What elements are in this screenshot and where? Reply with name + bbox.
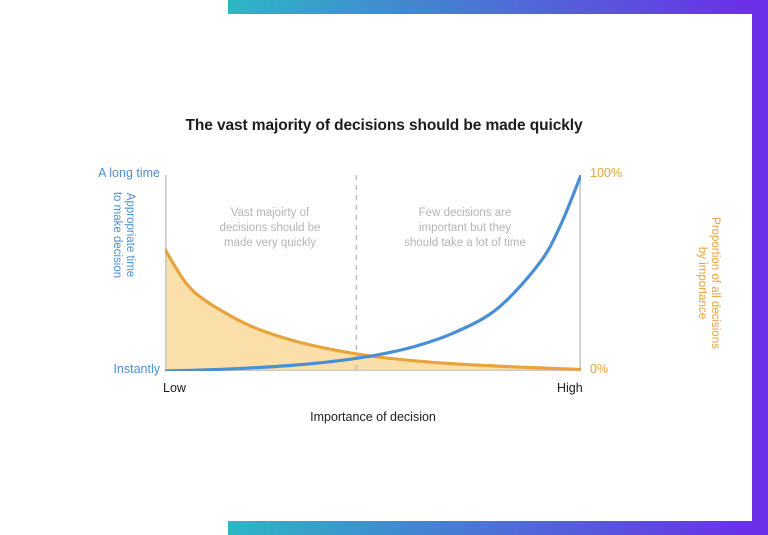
decorative-bar-bottom [228, 521, 752, 535]
right-annotation-line-2: important but they [418, 222, 512, 234]
decorative-edge-right [752, 0, 768, 535]
chart-svg [165, 175, 581, 371]
plot-area [165, 175, 581, 371]
x-tick-label-low: Low [163, 381, 186, 395]
right-axis-title-line-2: by importance [695, 246, 708, 320]
right-axis-bottom-tick-label: 0% [590, 362, 609, 376]
left-axis-bottom-tick-label: Instantly [113, 362, 160, 376]
left-annotation-line-3: made very quickly [223, 237, 317, 249]
right-axis-title-line-1: Proportion of all decisions [708, 217, 721, 349]
left-axis-title-line-1: Appropriate time [124, 192, 137, 278]
orange-curve [165, 247, 581, 371]
left-annotation-line-2: decisions should be [219, 222, 321, 234]
x-axis-title: Importance of decision [310, 410, 436, 424]
x-tick-label-high: High [557, 381, 583, 395]
orange-area-fill [165, 249, 581, 371]
blue-curve [165, 175, 581, 371]
page-title: The vast majority of decisions should be… [185, 117, 583, 134]
left-axis-title: Appropriate time to make decision [110, 192, 136, 278]
right-annotation-line-1: Few decisions are [418, 207, 512, 219]
right-axis-top-tick-label: 100% [590, 166, 622, 180]
right-annotation: Few decisions are important but they sho… [385, 206, 545, 251]
left-annotation-line-1: Vast majoirty of [230, 207, 310, 219]
decorative-bar-top [228, 0, 752, 14]
right-annotation-line-3: should take a lot of time [404, 237, 526, 249]
right-axis-title: Proportion of all decisions by importanc… [695, 217, 721, 349]
left-axis-title-line-2: to make decision [111, 191, 124, 279]
left-annotation: Vast majoirty of decisions should be mad… [195, 206, 345, 251]
left-axis-top-tick-label: A long time [98, 166, 160, 180]
